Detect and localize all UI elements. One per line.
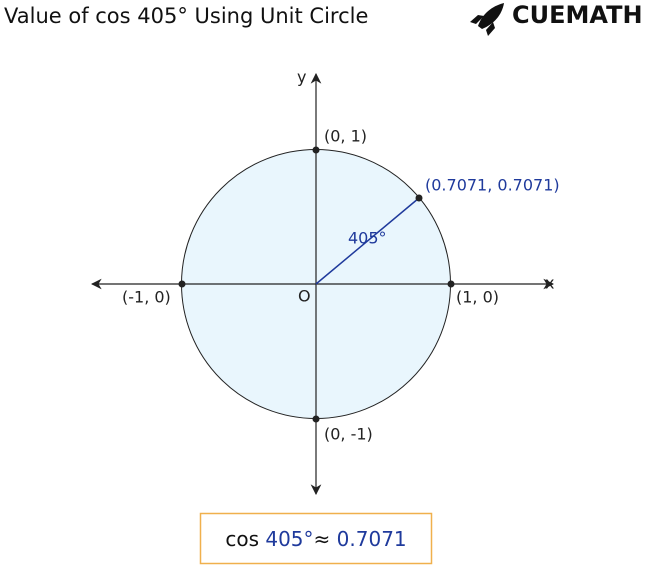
point-label: (1, 0) [456, 288, 499, 307]
point-label: (0, -1) [324, 425, 373, 444]
origin-label: O [298, 287, 311, 306]
point-label: (-1, 0) [122, 288, 171, 307]
formula-symbol: ≈ [314, 527, 331, 551]
point-label: (0, 1) [324, 127, 367, 146]
point [447, 280, 455, 288]
point [312, 146, 320, 154]
angle-label: 405° [348, 229, 387, 248]
point [178, 280, 186, 288]
y-axis-label: y [297, 68, 306, 87]
formula-prefix: cos [225, 527, 259, 551]
point [415, 194, 423, 202]
x-axis-label: x [545, 274, 554, 293]
title: Value of cos 405° Using Unit Circle [4, 4, 368, 28]
radius [315, 197, 420, 285]
brand: CUEMATH [512, 1, 643, 29]
result-box [199, 512, 433, 565]
point [312, 415, 320, 423]
point-label: (0.7071, 0.7071) [425, 176, 560, 195]
brand-logo [470, 3, 504, 36]
formula-angle: 405° [265, 527, 313, 551]
formula-value: 0.7071 [337, 527, 407, 551]
formula: cos 405°≈ 0.7071 [225, 527, 406, 551]
